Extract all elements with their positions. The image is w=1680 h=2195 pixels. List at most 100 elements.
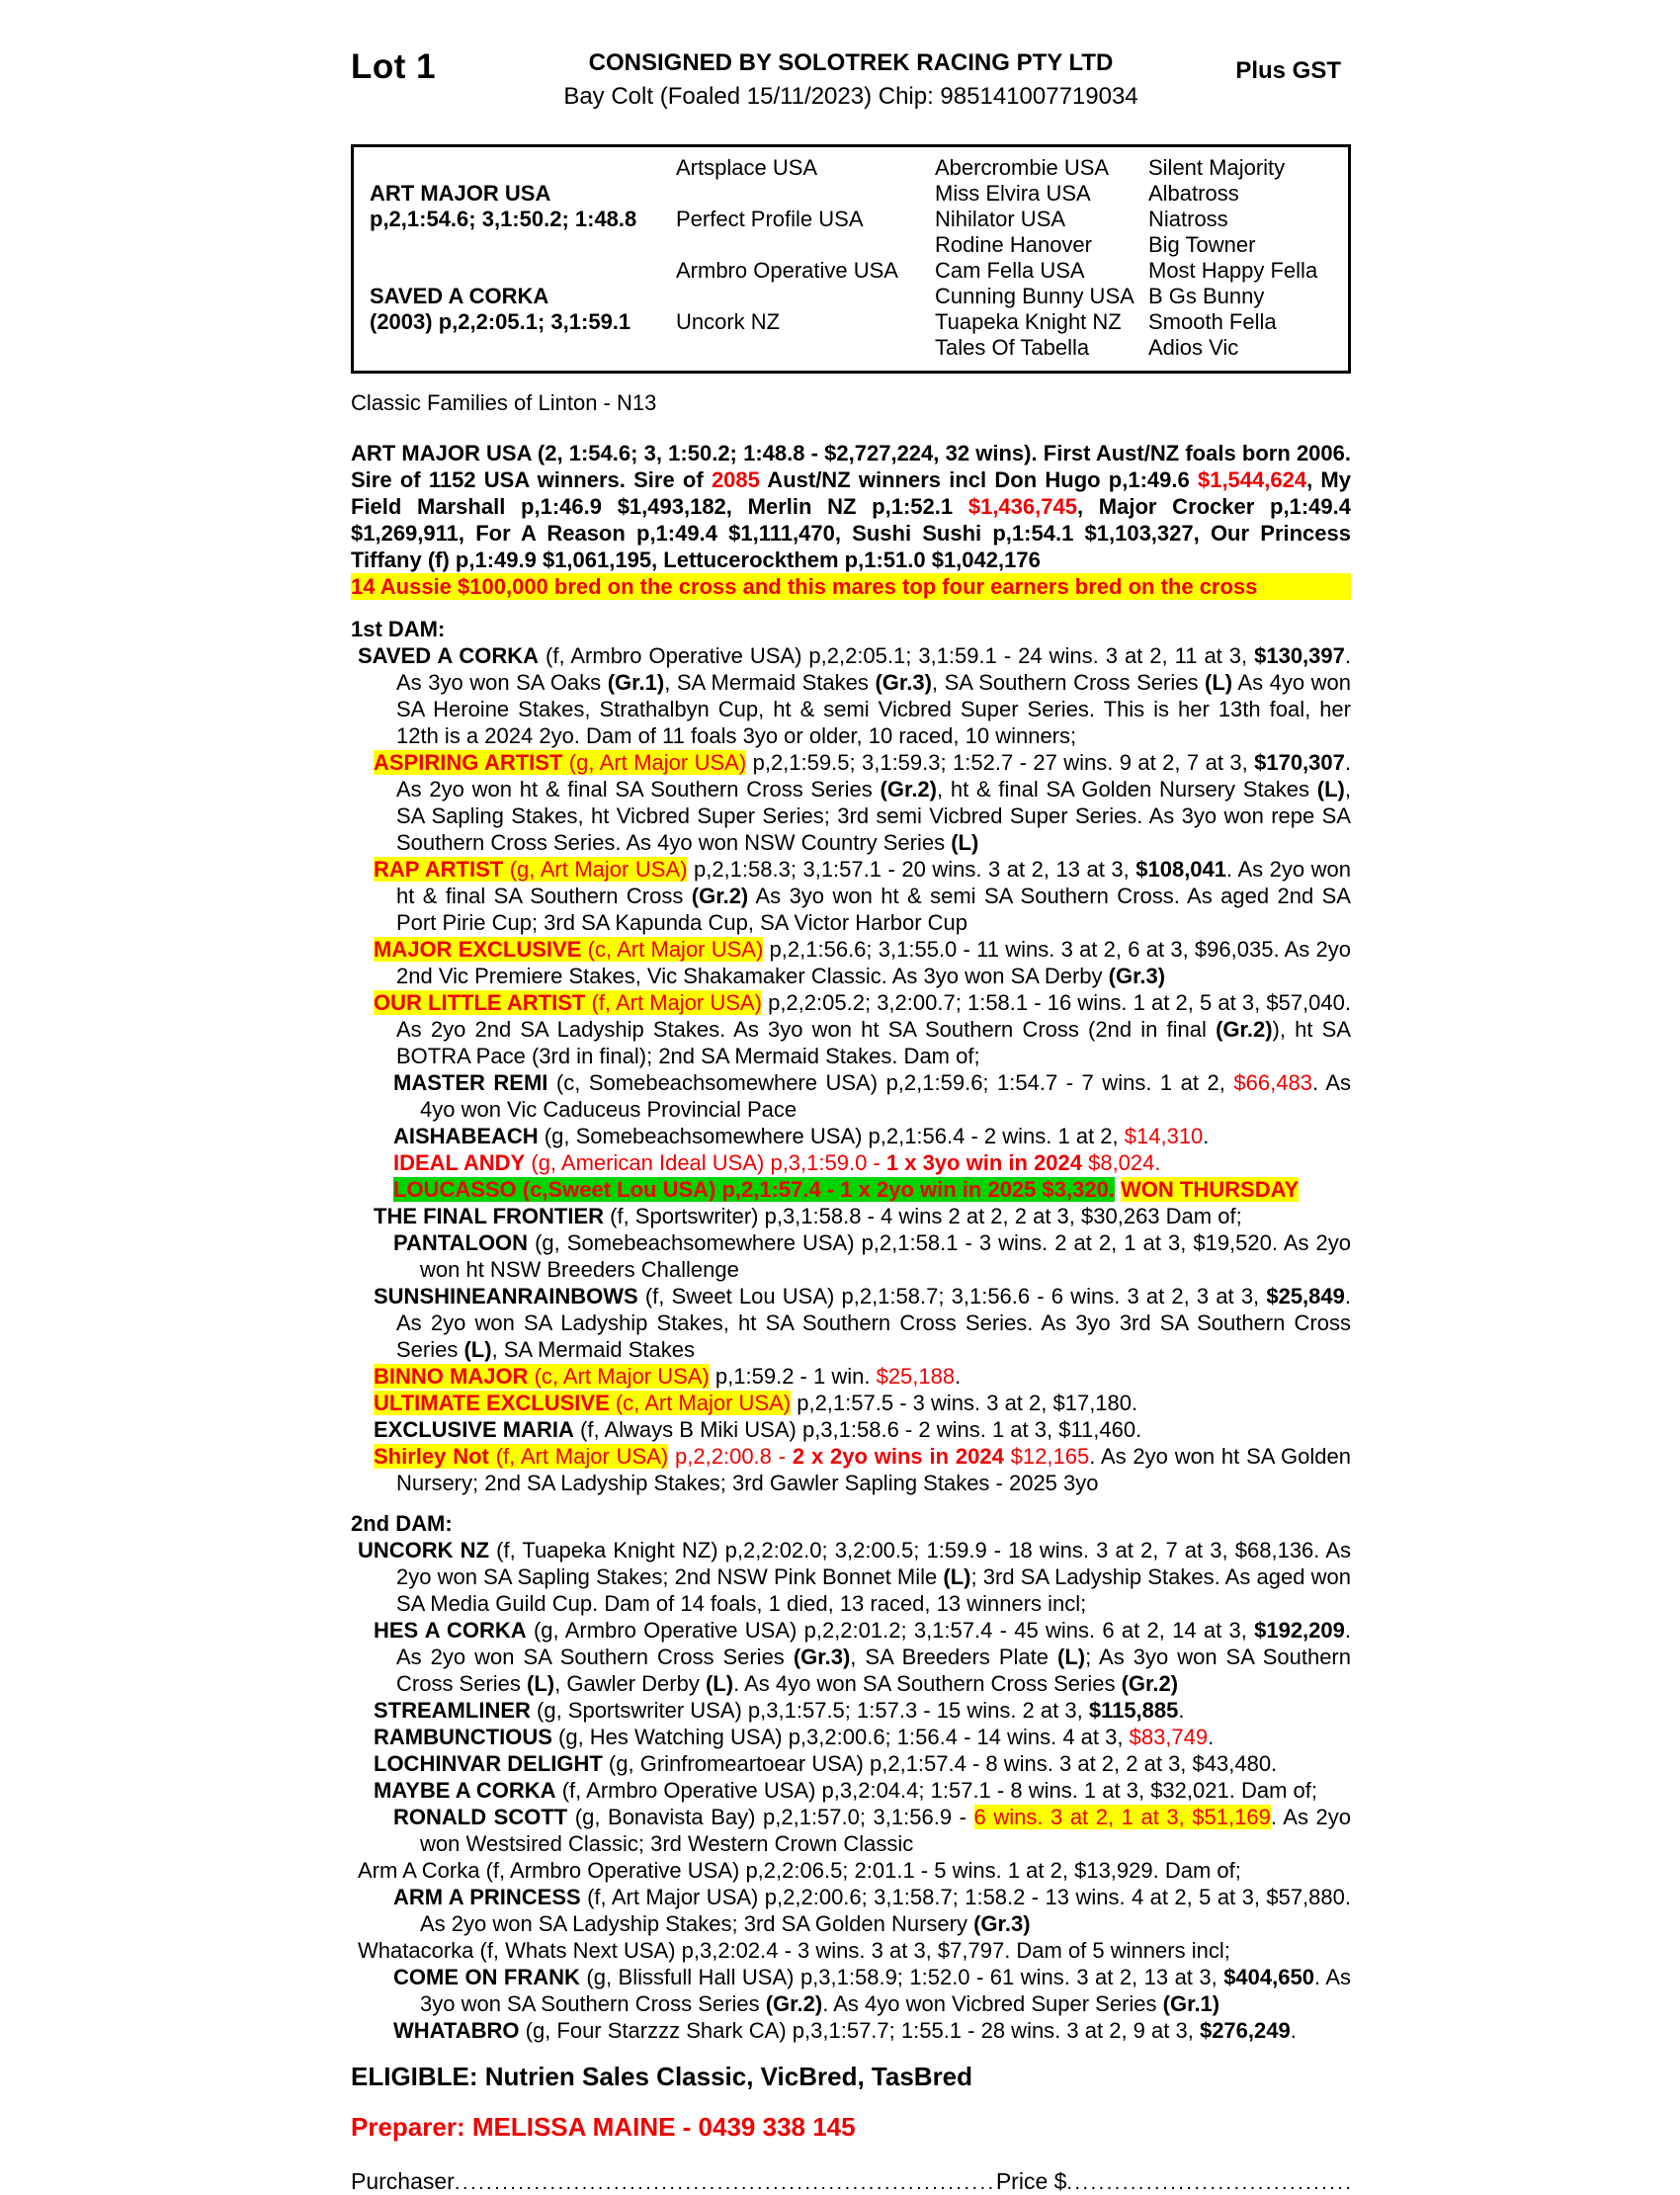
text-run: . xyxy=(955,1364,962,1389)
text-run: (Gr.3) xyxy=(973,1911,1031,1936)
text-run: (Gr.1) xyxy=(607,670,665,695)
pedigree-cell: SAVED A CORKA xyxy=(370,284,549,308)
entry-rap-artist: RAP ARTIST (g, Art Major USA) p,2,1:58.3… xyxy=(351,856,1351,936)
text-run: p,2,1:56.6; 3,1:55.0 - 11 wins. 3 at 2, … xyxy=(396,937,1351,988)
pedigree-cell: Smooth Fella xyxy=(1148,309,1277,334)
text-run: (Gr.2) xyxy=(691,884,749,908)
text-run: (g, Somebeachsomewhere USA) p,2,1:56.4 -… xyxy=(538,1124,1125,1148)
text-run: . As 2yo won SA Southern Cross Series xyxy=(396,1618,1351,1669)
text-run: (Gr.3) xyxy=(793,1645,851,1669)
text-run: OUR LITTLE ARTIST xyxy=(374,990,592,1015)
text-run: , My Field Marshall p,1:46.9 $1,493,182,… xyxy=(351,467,1351,519)
text-run: ARM A PRINCESS xyxy=(393,1885,581,1909)
pedigree-cell: Uncork NZ xyxy=(676,309,781,334)
text-run: (Gr.2) xyxy=(880,777,937,802)
text-run: $25,188 xyxy=(876,1364,956,1389)
pedigree-cell: Miss Elvira USA xyxy=(935,181,1091,206)
text-run: $404,650 xyxy=(1223,1965,1314,1989)
text-run: Shirley Not xyxy=(374,1444,496,1469)
text-run: . As 2yo won Westsired Classic; 3rd West… xyxy=(420,1805,1351,1856)
purchaser-blank: ........................................… xyxy=(454,2172,996,2194)
text-run: IDEAL ANDY xyxy=(393,1150,526,1175)
entry-sunshineanrainbows: SUNSHINEANRAINBOWS (f, Sweet Lou USA) p,… xyxy=(351,1283,1351,1363)
text-run: , Gawler Derby xyxy=(554,1671,706,1696)
text-run: (Gr.3) xyxy=(875,670,932,695)
pedigree-cell: Artsplace USA xyxy=(676,155,818,180)
text-run: (L) xyxy=(951,830,979,855)
text-run: (c, Art Major USA) xyxy=(534,1364,710,1389)
text-run: (f, Always B Miki USA) p,3,1:58.6 - 2 wi… xyxy=(573,1417,1142,1442)
text-run: . As 3yo won SA Southern Cross Series xyxy=(420,1965,1351,2016)
text-run: p,2,2:00.8 - xyxy=(668,1444,793,1469)
pedigree-cell: Cam Fella USA xyxy=(935,258,1085,283)
text-run: (g, Somebeachsomewhere USA) p,2,1:58.1 -… xyxy=(420,1230,1351,1282)
text-run: $1,436,745 xyxy=(967,494,1077,519)
text-run: 2085 xyxy=(711,467,760,492)
text-run: $130,397 xyxy=(1254,643,1345,668)
text-run: WHATABRO xyxy=(393,2018,520,2043)
text-run: COME ON FRANK xyxy=(393,1965,580,1989)
catalogue-page: Lot 1 CONSIGNED BY SOLOTREK RACING PTY L… xyxy=(351,42,1351,2195)
text-run: $108,041 xyxy=(1135,857,1227,882)
text-run: RAP ARTIST xyxy=(374,857,510,882)
text-run: (g, American Ideal USA) p,3,1:59.0 - xyxy=(525,1150,886,1175)
text-run: (g, Sportswriter USA) p,3,1:57.5; 1:57.3… xyxy=(530,1698,1089,1723)
text-run: ), ht SA BOTRA Pace (3rd in final); 2nd … xyxy=(396,1017,1351,1068)
text-run: p,1:59.2 - 1 win. xyxy=(709,1364,877,1389)
family-line: Classic Families of Linton - N13 xyxy=(351,389,1351,416)
text-run: . xyxy=(1290,2018,1297,2043)
text-run: p,2,1:57.5 - 3 wins. 3 at 2, $17,180. xyxy=(791,1391,1138,1415)
text-run: Whatacorka (f, Whats Next USA) p,3,2:02.… xyxy=(358,1938,1230,1963)
entry-ronald-scott: RONALD SCOTT (g, Bonavista Bay) p,2,1:57… xyxy=(351,1804,1351,1857)
text-run: AISHABEACH xyxy=(393,1124,539,1148)
text-run: , SA Sapling Stakes, ht Vicbred Super Se… xyxy=(396,777,1351,855)
entry-saved-a-corka: SAVED A CORKA (f, Armbro Operative USA) … xyxy=(351,642,1351,749)
entry-major-exclusive: MAJOR EXCLUSIVE (c, Art Major USA) p,2,1… xyxy=(351,936,1351,989)
text-run: (g, Art Major USA) xyxy=(568,750,747,775)
pedigree-cell: Rodine Hanover xyxy=(935,232,1092,257)
text-run: (f, Art Major USA) xyxy=(591,990,762,1015)
text-run: (c, Art Major USA) xyxy=(587,937,764,962)
text-run: (g, Grinfromeartoear USA) p,2,1:57.4 - 8… xyxy=(602,1751,1278,1776)
entry-ultimate-exclusive: ULTIMATE EXCLUSIVE (c, Art Major USA) p,… xyxy=(351,1390,1351,1416)
entry-rambunctious: RAMBUNCTIOUS (g, Hes Watching USA) p,3,2… xyxy=(351,1724,1351,1750)
text-run: (g, Art Major USA) xyxy=(509,857,688,882)
text-run: $276,249 xyxy=(1199,2018,1291,2043)
text-run: HES A CORKA xyxy=(374,1618,527,1643)
pedigree-cell: Most Happy Fella xyxy=(1148,258,1318,283)
text-run: 1 x 3yo win in 2024 xyxy=(885,1150,1082,1175)
text-run: (L) xyxy=(943,1564,971,1589)
text-run: (f, Art Major USA) xyxy=(495,1444,669,1469)
text-run: LOUCASSO (c,Sweet Lou USA) p,2,1:57.4 - … xyxy=(393,1177,1115,1202)
foal-details: Bay Colt (Foaled 15/11/2023) Chip: 98514… xyxy=(563,83,1138,110)
lot-number: Lot 1 xyxy=(351,47,437,86)
pedigree-cell: p,2,1:54.6; 3,1:50.2; 1:48.8 xyxy=(370,207,637,231)
consignor-title: CONSIGNED BY SOLOTREK RACING PTY LTD xyxy=(588,49,1114,76)
text-run: $1,544,624 xyxy=(1197,467,1307,492)
plus-gst-label: Plus GST xyxy=(1235,57,1341,84)
text-run: $14,310 xyxy=(1124,1124,1204,1148)
text-run: p,2,1:58.3; 3,1:57.1 - 20 wins. 3 at 2, … xyxy=(687,857,1136,882)
entry-loucasso: LOUCASSO (c,Sweet Lou USA) p,2,1:57.4 - … xyxy=(351,1176,1351,1203)
entry-pantaloon: PANTALOON (g, Somebeachsomewhere USA) p,… xyxy=(351,1229,1351,1283)
text-run: $25,849 xyxy=(1266,1284,1345,1309)
text-run: MASTER REMI xyxy=(393,1070,548,1095)
text-run: $12,165 xyxy=(1003,1444,1090,1469)
text-run: (Gr.2) xyxy=(765,1991,823,2016)
text-run: 2 x 2yo wins in 2024 xyxy=(792,1444,1004,1469)
text-run: (g, Hes Watching USA) p,3,2:00.6; 1:56.4… xyxy=(551,1725,1130,1749)
pedigree-cell: Niatross xyxy=(1148,207,1228,231)
text-run: RAMBUNCTIOUS xyxy=(374,1725,552,1749)
pedigree-cell: Nihilator USA xyxy=(935,207,1066,231)
text-run: PANTALOON xyxy=(393,1230,529,1255)
text-run: $192,209 xyxy=(1254,1618,1345,1643)
text-run: , SA Breeders Plate xyxy=(850,1645,1058,1669)
pedigree-cell: Adios Vic xyxy=(1148,335,1239,360)
page-header: Lot 1 CONSIGNED BY SOLOTREK RACING PTY L… xyxy=(351,42,1351,113)
entry-lochinvar-delight: LOCHINVAR DELIGHT (g, Grinfromeartoear U… xyxy=(351,1750,1351,1777)
pedigree-cell: Cunning Bunny USA xyxy=(935,284,1134,308)
text-run: EXCLUSIVE MARIA xyxy=(374,1417,574,1442)
entry-whatabro: WHATABRO (g, Four Starzzz Shark CA) p,3,… xyxy=(351,2017,1351,2044)
text-run: As 4yo won SA Heroine Stakes, Strathalby… xyxy=(396,670,1352,748)
pedigree-text: Classic Families of Linton - N13 ART MAJO… xyxy=(351,389,1351,2044)
